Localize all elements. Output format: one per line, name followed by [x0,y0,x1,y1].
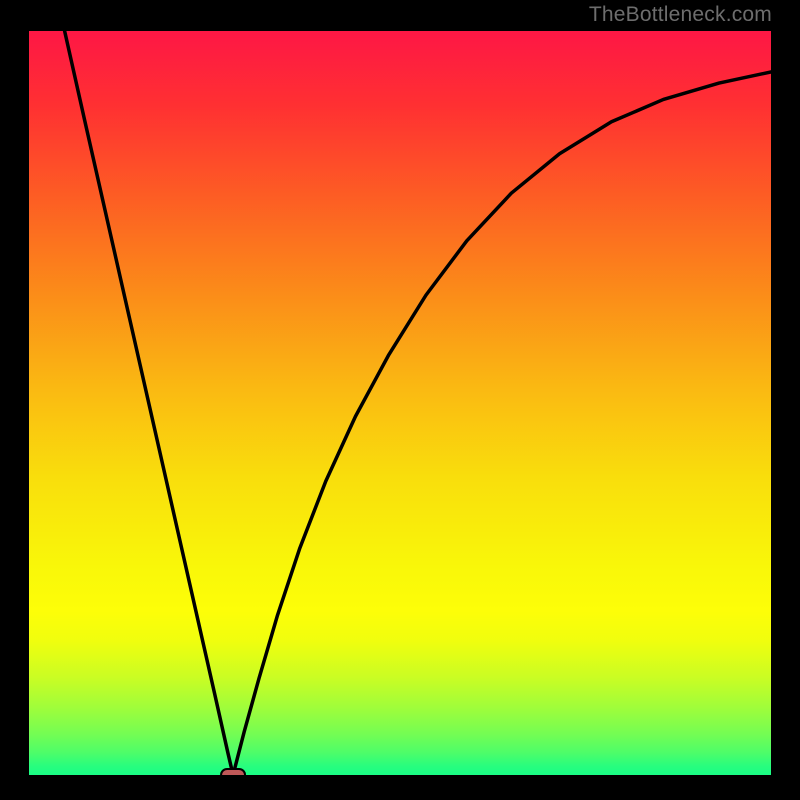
plot-svg [29,31,771,775]
vertex-marker [221,769,245,775]
gradient-background [29,31,771,775]
watermark-label: TheBottleneck.com [589,3,772,26]
chart-container: TheBottleneck.com [0,0,800,800]
plot-area [29,31,771,775]
watermark-text: TheBottleneck.com [589,3,772,27]
